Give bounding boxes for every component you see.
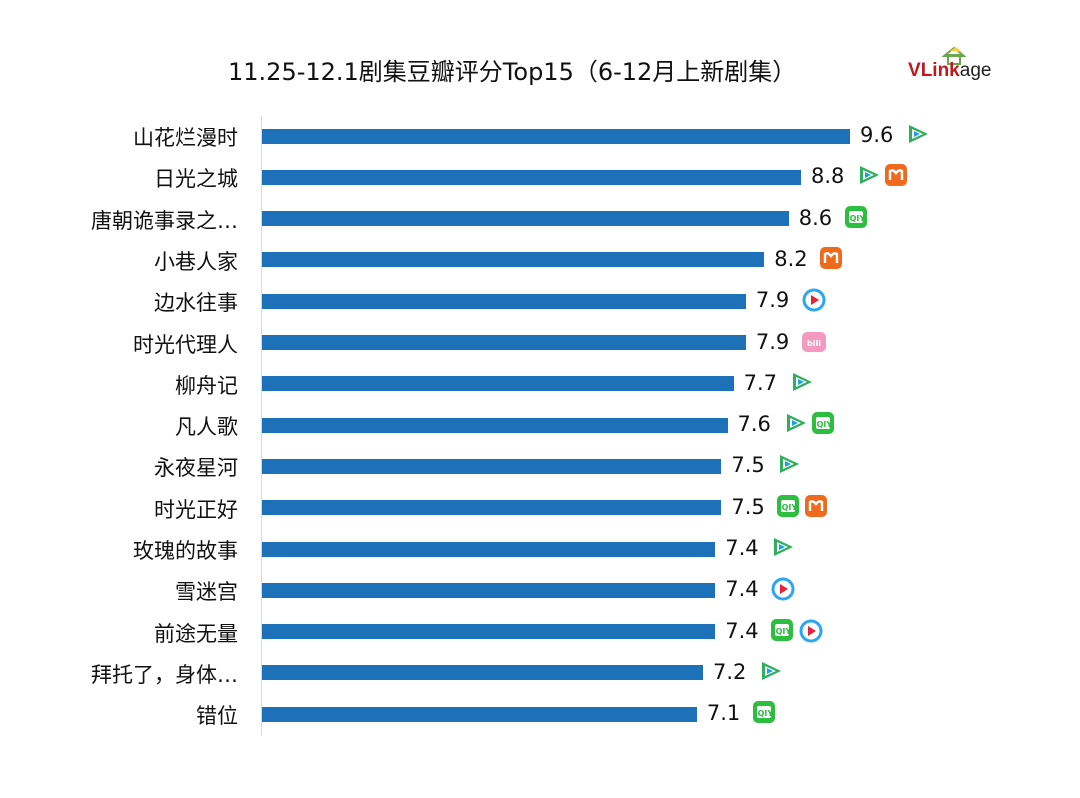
category-label: 拜托了，身体… [91, 662, 238, 687]
bar [262, 582, 716, 598]
mango-tv-icon [820, 246, 843, 269]
bar [262, 624, 716, 640]
logo-house-icon [942, 46, 966, 65]
value-label: 7.1 [706, 701, 741, 726]
value-label: 7.5 [731, 453, 765, 478]
value-label: 7.7 [743, 370, 778, 395]
value-label: 7.4 [725, 536, 759, 560]
value-label: 8.8 [811, 164, 845, 189]
bilibili-icon: bili [801, 330, 826, 352]
tencent-video-icon [759, 660, 781, 682]
category-label: 边水往事 [154, 291, 238, 316]
value-label: 7.5 [731, 494, 765, 519]
category-label: 玫瑰的故事 [133, 539, 238, 563]
tencent-video-icon [790, 371, 812, 393]
logo-text: VLinkage [908, 60, 992, 81]
bar [262, 541, 716, 557]
bar [262, 252, 765, 268]
bar [262, 211, 789, 227]
value-label: 7.4 [725, 577, 759, 602]
bar [262, 169, 801, 185]
category-axis-line [261, 116, 262, 736]
value-label: 8.6 [798, 205, 833, 230]
chart-title: 11.25-12.1剧集豆瓣评分Top15（6-12月上新剧集） [228, 58, 797, 86]
mango-tv-icon [805, 494, 828, 517]
bar [262, 706, 697, 722]
value-label: 7.6 [737, 412, 771, 437]
svg-text:iQIY: iQIY [755, 709, 774, 718]
vlinkage-logo: VLinkage [908, 46, 1018, 88]
tencent-video-icon [777, 453, 800, 475]
iqiyi-icon: iQIY [752, 701, 775, 724]
category-label: 时光代理人 [133, 332, 238, 357]
svg-text:iQIY: iQIY [847, 214, 866, 223]
iqiyi-icon: iQIY [844, 205, 867, 228]
tencent-video-icon [771, 536, 794, 558]
svg-text:iQIY: iQIY [773, 627, 792, 636]
category-label: 永夜星河 [154, 456, 238, 481]
bar [262, 417, 728, 433]
tencent-video-icon [906, 123, 928, 145]
bar [262, 376, 734, 392]
value-label: 9.6 [860, 123, 894, 147]
value-label: 7.9 [755, 288, 790, 313]
category-label: 前途无量 [154, 621, 238, 646]
category-label: 日光之城 [154, 167, 238, 192]
svg-text:iQIY: iQIY [813, 420, 832, 429]
bar [262, 293, 746, 309]
iqiyi-icon: iQIY [811, 412, 834, 435]
value-label: 7.9 [755, 329, 790, 354]
category-label: 凡人歌 [175, 415, 238, 440]
tencent-video-icon [857, 164, 879, 186]
tencent-video-icon [784, 412, 806, 434]
youku-icon [802, 288, 826, 312]
category-label: 柳舟记 [175, 373, 238, 398]
category-label: 唐朝诡事录之… [91, 208, 238, 233]
bar [262, 500, 722, 516]
iqiyi-icon: iQIY [771, 618, 794, 641]
value-label: 7.2 [713, 659, 747, 684]
value-label: 7.4 [725, 618, 759, 643]
youku-icon [799, 619, 823, 643]
mango-tv-icon [885, 164, 907, 187]
iqiyi-icon: iQIY [777, 494, 800, 517]
bar [262, 335, 746, 350]
category-label: 山花烂漫时 [133, 126, 238, 150]
category-label: 小巷人家 [154, 249, 238, 274]
svg-text:iQIY: iQIY [779, 503, 798, 512]
value-label: 8.2 [774, 246, 808, 271]
bar [262, 128, 850, 144]
svg-text:bili: bili [807, 339, 821, 348]
bar [262, 665, 703, 681]
bar [262, 458, 722, 474]
category-label: 错位 [196, 704, 238, 729]
category-label: 雪迷宫 [175, 580, 238, 605]
category-label: 时光正好 [154, 497, 238, 522]
youku-icon [771, 577, 795, 601]
